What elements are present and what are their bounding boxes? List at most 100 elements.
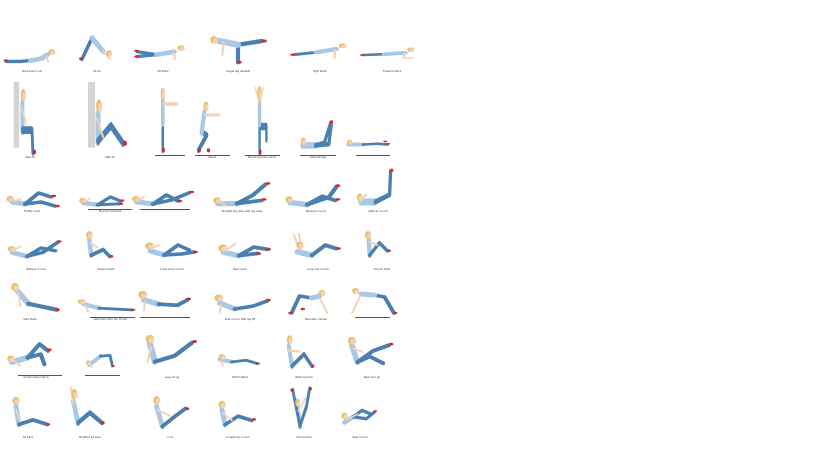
- torso: [80, 200, 101, 207]
- leg: [25, 352, 47, 367]
- shoe: [335, 198, 341, 201]
- exercise-label: Crossbody crunch: [226, 436, 250, 439]
- leg: [373, 169, 393, 205]
- exercise-figure-leg-lift-seat: [140, 332, 202, 370]
- shoe: [118, 202, 124, 205]
- face: [220, 355, 226, 360]
- exercise-label: Oblique crunch: [26, 268, 46, 271]
- exercise-figure-bridge: [86, 344, 126, 370]
- face: [302, 139, 307, 146]
- exercise-figure-side-plank-reach: [74, 292, 138, 318]
- exercise-label: Glute bridge: [309, 156, 327, 159]
- face: [258, 89, 262, 99]
- exercise-illustration: [346, 140, 391, 147]
- shoe: [46, 423, 50, 426]
- exercise-figure-oblique: [4, 232, 68, 262]
- exercise-figure-knee-hug: [340, 400, 384, 430]
- leg: [97, 306, 134, 312]
- torso: [147, 248, 168, 258]
- label-underline: [90, 317, 135, 318]
- leg: [258, 122, 268, 143]
- face: [8, 197, 15, 202]
- label-underline: [85, 375, 120, 376]
- shoe: [256, 362, 260, 365]
- exercise-label: Glute bridge march: [23, 376, 49, 379]
- leg: [361, 142, 389, 146]
- arm: [351, 347, 365, 353]
- exercise-label: Vertical crunch: [368, 210, 388, 213]
- torso: [81, 302, 103, 311]
- exercise-figure-bicycle2: [132, 178, 198, 210]
- torso: [294, 249, 315, 259]
- arm: [102, 50, 111, 61]
- leg: [156, 298, 190, 308]
- exercise-figure-single-deadlift: [208, 26, 268, 66]
- leg: [162, 243, 192, 257]
- leg: [99, 353, 114, 368]
- exercise-illustration: [7, 240, 62, 259]
- torso: [71, 397, 81, 427]
- torso: [87, 236, 94, 259]
- torso: [313, 46, 340, 55]
- face: [287, 197, 294, 203]
- face: [13, 285, 20, 292]
- exercise-label: Side Plank: [23, 318, 37, 321]
- exercise-illustration: [292, 232, 341, 259]
- shoe: [123, 140, 127, 146]
- face: [87, 361, 91, 366]
- exercise-figure-bent-kick: [284, 176, 348, 210]
- shoe: [192, 340, 198, 343]
- exercise-label: Standing knee crunch: [247, 156, 277, 159]
- exercise-label: Wide leg tuck: [295, 376, 313, 379]
- exercise-illustration: [213, 182, 271, 207]
- shoe: [373, 410, 377, 413]
- leg: [235, 38, 265, 47]
- exercise-figure-cross-crunch: [142, 230, 204, 262]
- shoe: [387, 249, 391, 253]
- leg: [368, 240, 389, 258]
- exercise-label: Single leg deadlift: [226, 70, 250, 73]
- exercise-illustration: [341, 408, 377, 425]
- torso: [133, 199, 157, 207]
- exercise-illustration: [145, 334, 198, 365]
- leg: [22, 200, 58, 208]
- shoe: [111, 364, 115, 367]
- torso: [199, 108, 207, 136]
- exercise-label: Heel crunch: [352, 436, 368, 439]
- exercise-label: Wall sit: [25, 156, 35, 159]
- exercise-illustration: [132, 190, 195, 207]
- exercise-label: Squat: [208, 156, 216, 159]
- leg: [298, 386, 311, 429]
- torso: [366, 236, 372, 259]
- shoe: [56, 240, 62, 243]
- exercise-illustration: [6, 191, 60, 208]
- leg: [95, 202, 121, 207]
- leg: [232, 299, 270, 311]
- exercise-label: Cross body crunch: [159, 268, 185, 271]
- leg: [21, 126, 35, 156]
- shoe: [130, 308, 136, 311]
- exercise-figure-seated-twist: [82, 226, 128, 262]
- shoe: [386, 142, 391, 145]
- exercise-illustration: [77, 299, 136, 313]
- shoe: [288, 311, 293, 315]
- exercise-label: V8 Plank: [157, 70, 169, 73]
- exercise-figure-reverse-curl: [214, 396, 264, 430]
- exercise-label: Forearm Plank: [382, 70, 402, 73]
- leg: [236, 251, 260, 258]
- shoe: [311, 364, 315, 368]
- arm: [218, 304, 223, 313]
- leg: [291, 387, 302, 429]
- exercise-illustration: [214, 294, 271, 313]
- exercise-figure-tuck-seated: [360, 226, 404, 262]
- exercise-illustration: [254, 86, 268, 156]
- exercise-illustration: [351, 288, 398, 315]
- exercise-illustration: [79, 195, 125, 207]
- label-underline: [155, 155, 185, 156]
- exercise-figure-reach-crunch: [288, 226, 348, 262]
- shoe: [252, 418, 256, 421]
- leg: [162, 250, 197, 257]
- exercise-illustration: [347, 336, 394, 366]
- arm: [44, 55, 50, 63]
- exercise-figure-hip-lift: [6, 334, 66, 370]
